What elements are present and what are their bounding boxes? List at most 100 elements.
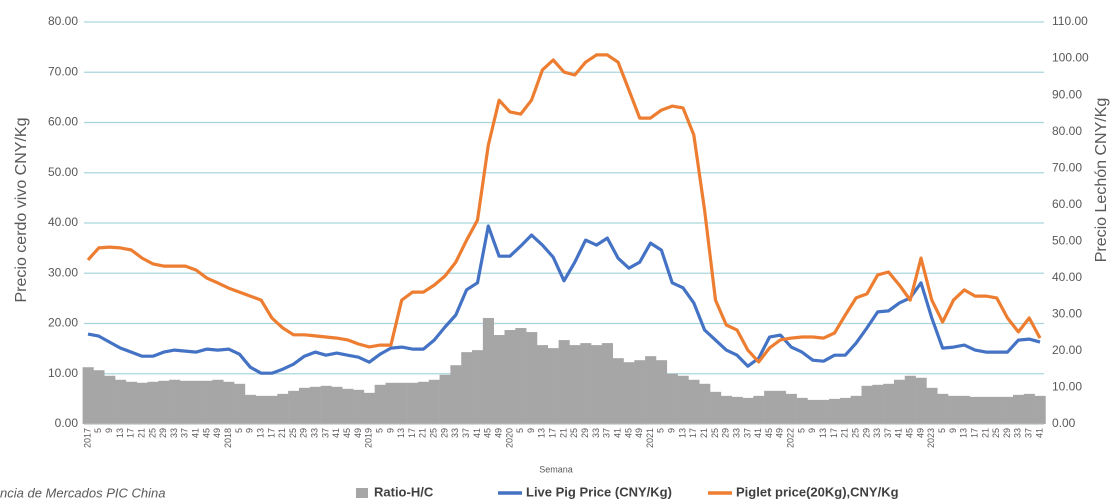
- ratio-bar: [82, 367, 94, 424]
- x-tick-label: 45: [764, 428, 774, 438]
- x-tick-label: 2020: [504, 428, 514, 448]
- x-tick-label: 25: [991, 428, 1001, 438]
- price-line: [86, 53, 1042, 364]
- ratio-bar: [742, 397, 754, 424]
- x-tick-label: 29: [721, 428, 731, 438]
- ratio-bar: [169, 379, 181, 424]
- x-tick-label: 25: [850, 428, 860, 438]
- x-tick-label: 29: [299, 428, 309, 438]
- ratio-bar: [255, 395, 267, 424]
- ratio-bar: [212, 379, 224, 424]
- y-tick-label: 70.00: [48, 64, 78, 78]
- ratio-bar: [536, 345, 549, 424]
- x-tick-label: 2017: [82, 428, 92, 448]
- ratio-bar: [320, 385, 332, 424]
- x-tick-label: 9: [104, 428, 114, 433]
- source: ncia de Mercados PIC China: [0, 485, 165, 500]
- x-tick-label: 9: [385, 428, 395, 433]
- x-tick-label: 49: [915, 428, 925, 438]
- x-tick-label: 41: [331, 428, 341, 438]
- x-tick-label: 25: [147, 428, 157, 438]
- ratio-bar: [190, 380, 202, 424]
- x-tick-label: 2023: [926, 428, 936, 448]
- x-tick-label: 2018: [223, 428, 233, 448]
- ratio-bar: [580, 343, 592, 424]
- ratio-bar: [948, 395, 960, 424]
- x-tick-label: 5: [374, 428, 384, 433]
- ratio-bar: [515, 328, 527, 424]
- x-tick-label: 25: [569, 428, 579, 438]
- ratio-bar: [147, 381, 159, 424]
- legend-label: Ratio-H/C: [374, 484, 434, 499]
- x-tick-label: 17: [126, 428, 136, 438]
- x-tick-label: 9: [245, 428, 255, 433]
- ratio-bar: [785, 393, 797, 424]
- x-tick-label: 37: [320, 428, 330, 438]
- ratio-bar: [385, 382, 397, 424]
- ratio-bar: [450, 365, 462, 424]
- x-tick-label: 13: [396, 428, 406, 438]
- ratio-bar: [353, 389, 365, 424]
- y2-tick-label: 0.00: [1052, 416, 1076, 430]
- x-tick-label: 29: [439, 428, 449, 438]
- ratio-bar: [861, 385, 873, 424]
- x-tick-label: 29: [1002, 428, 1012, 438]
- ratio-bar: [93, 370, 105, 424]
- ratio-bar: [298, 387, 311, 424]
- x-tick-label: 41: [472, 428, 482, 438]
- ratio-bar: [937, 393, 949, 424]
- x-tick-label: 5: [93, 428, 103, 433]
- x-tick-label: 49: [775, 428, 785, 438]
- ratio-bar: [266, 395, 278, 424]
- ratio-bar: [472, 350, 484, 424]
- ratio-bar: [461, 352, 473, 424]
- x-tick-label: 41: [753, 428, 763, 438]
- x-tick-label: 17: [548, 428, 558, 438]
- y2-tick-label: 10.00: [1052, 380, 1082, 394]
- ratio-bar: [720, 395, 732, 424]
- x-tick-label: 29: [861, 428, 871, 438]
- x-tick-label: 41: [894, 428, 904, 438]
- ratio-bar: [969, 396, 981, 424]
- x-tick-label: 49: [353, 428, 363, 438]
- ratio-bar: [1012, 394, 1025, 424]
- x-tick-label: 5: [937, 428, 947, 433]
- price-line: [87, 224, 1041, 375]
- x-tick-label: 5: [234, 428, 244, 433]
- x-tick-label: 21: [136, 428, 146, 438]
- y2-axis-title: Precio Lechón CNY/Kg: [1093, 98, 1110, 263]
- ratio-bar: [666, 373, 678, 424]
- x-tick-label: 33: [591, 428, 601, 438]
- x-tick-label: 13: [959, 428, 969, 438]
- y-tick-label: 40.00: [48, 215, 78, 229]
- x-tick-label: 49: [212, 428, 222, 438]
- ratio-bar: [342, 388, 354, 424]
- x-tick-label: 33: [169, 428, 179, 438]
- ratio-bar: [926, 387, 938, 424]
- y-tick-label: 10.00: [48, 366, 78, 380]
- ratio-bar: [850, 395, 862, 424]
- ratio-bar: [764, 390, 776, 424]
- ratio-bar: [363, 392, 375, 424]
- ratio-bar: [482, 317, 494, 424]
- ratio-bar: [115, 379, 127, 424]
- x-tick-label: 2019: [364, 428, 374, 448]
- x-tick-label: 45: [623, 428, 633, 438]
- ratio-bar: [1023, 393, 1035, 424]
- x-tick-label: 25: [288, 428, 298, 438]
- y-tick-label: 80.00: [48, 14, 78, 28]
- ratio-bar: [710, 391, 722, 424]
- x-tick-label: 21: [558, 428, 568, 438]
- x-tick-label: 49: [634, 428, 644, 438]
- ratio-bar: [893, 379, 906, 424]
- ratio-bar: [277, 393, 289, 424]
- ratio-bar: [915, 377, 927, 424]
- ratio-bar: [807, 399, 819, 424]
- ratio-bar: [601, 343, 613, 424]
- ratio-bar: [829, 398, 841, 424]
- ratio-bar: [558, 340, 570, 424]
- y2-tick-label: 40.00: [1052, 270, 1082, 284]
- ratio-bar: [417, 381, 430, 424]
- x-tick-label: 25: [429, 428, 439, 438]
- ratio-bar: [234, 383, 246, 424]
